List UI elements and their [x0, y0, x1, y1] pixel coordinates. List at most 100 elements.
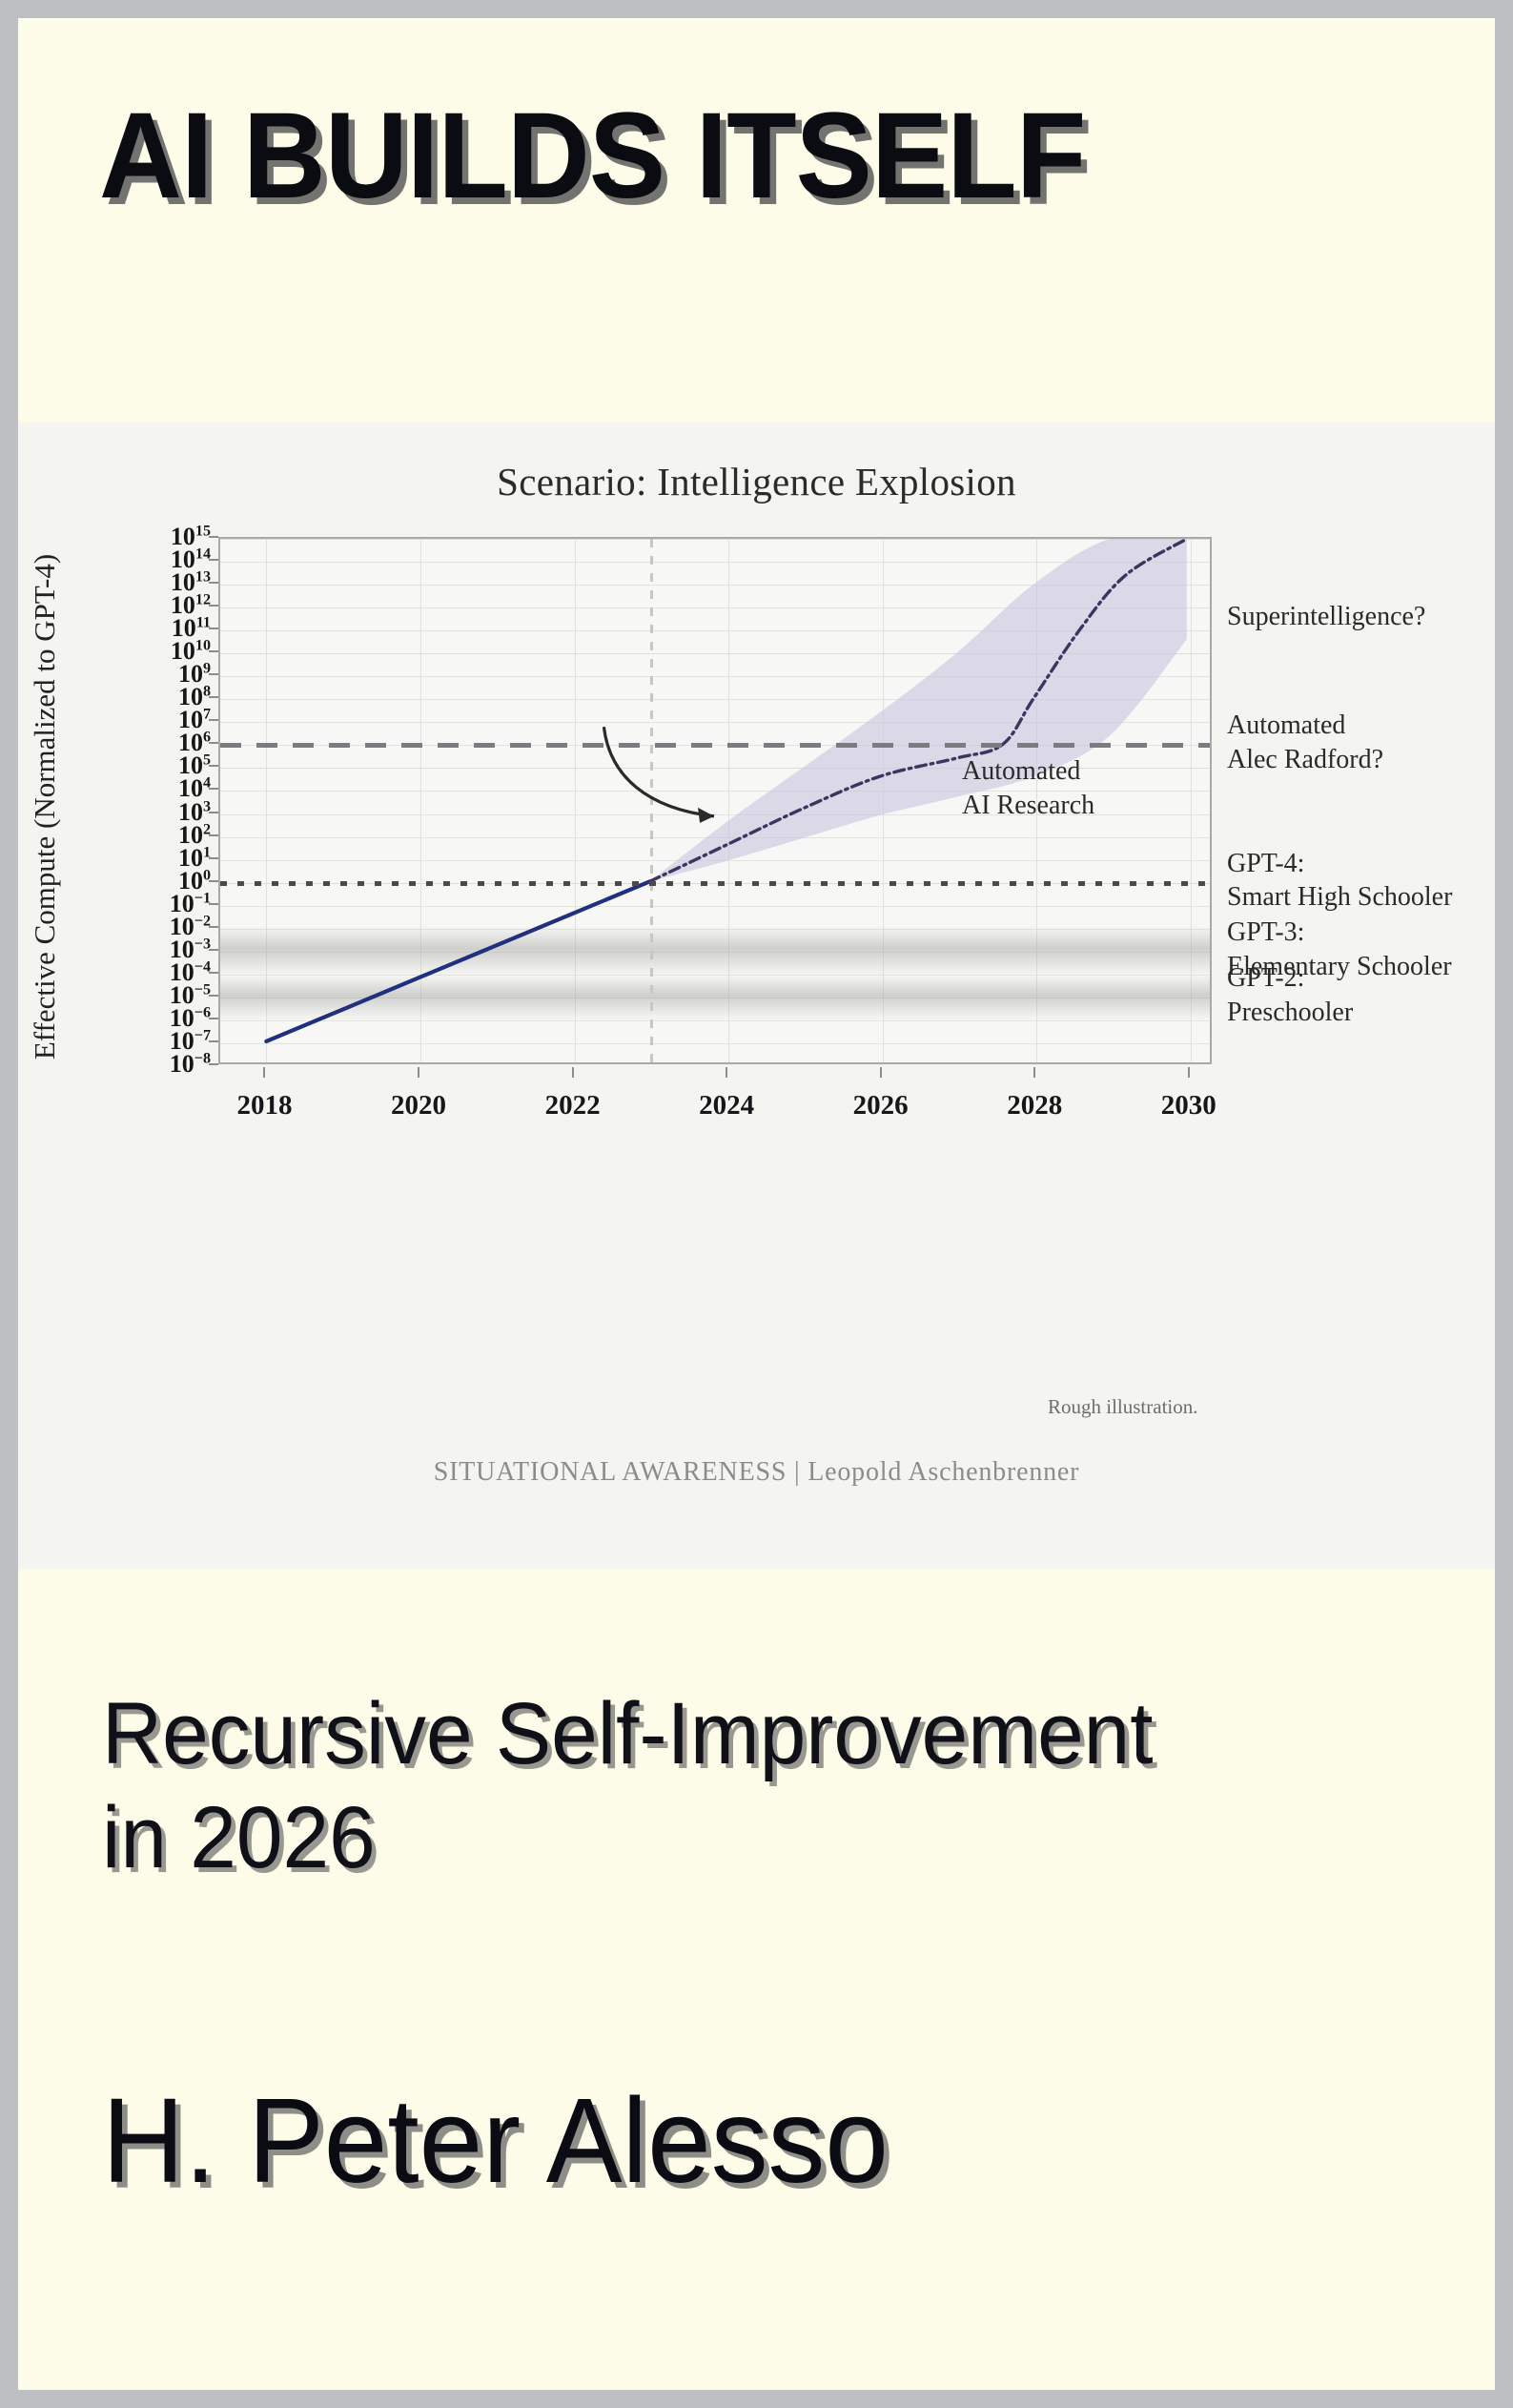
y-axis-tick-mark	[209, 559, 218, 562]
present-day-line	[650, 539, 654, 1062]
reference-line-automated-alec-radford	[220, 743, 1210, 749]
y-axis-tick-mark	[209, 994, 218, 997]
x-axis-tick-label: 2024	[699, 1090, 755, 1121]
chart-panel: Scenario: Intelligence Explosion Effecti…	[18, 422, 1495, 1569]
y-axis-tick-label: 10−2	[169, 912, 211, 940]
y-axis-tick-mark	[209, 1039, 218, 1042]
gridline-vertical	[1036, 539, 1038, 1062]
right-annotation-gpt-3: GPT-3: Elementary Schooler	[1227, 916, 1452, 984]
x-axis-tick-label: 2028	[1007, 1090, 1063, 1121]
annotation-automated-ai-research: Automated AI Research	[962, 754, 1094, 824]
x-axis-tick-mark	[263, 1067, 266, 1078]
annotation-arrow-svg	[602, 727, 715, 823]
gridline-horizontal	[220, 928, 1210, 930]
reference-line-gpt4	[220, 880, 1210, 886]
gridline-horizontal	[220, 974, 1210, 976]
y-axis-tick-label: 10−7	[169, 1026, 211, 1055]
y-axis-tick-mark	[209, 788, 218, 791]
y-axis-tick-mark	[209, 696, 218, 699]
y-axis-tick-mark	[209, 765, 218, 768]
plot-svg	[264, 539, 1189, 1044]
gridline-horizontal	[220, 585, 1210, 587]
gridline-horizontal	[220, 791, 1210, 792]
y-axis-tick-mark	[209, 856, 218, 859]
annotation-line-2: AI Research	[962, 791, 1095, 821]
y-axis-tick-label: 10−5	[169, 980, 211, 1009]
y-axis-tick-mark	[209, 811, 218, 813]
annotation-line-1: Automated	[1227, 710, 1346, 741]
gridline-horizontal	[220, 562, 1210, 564]
subtitle-line-2: in 2026	[102, 1788, 376, 1886]
right-annotation-gpt-4: GPT-4: Smart High Schooler	[1227, 847, 1452, 916]
y-axis-tick-mark	[209, 902, 218, 905]
x-axis-tick-label: 2018	[236, 1090, 293, 1121]
title-block: AI BUILDS ITSELF	[99, 92, 1457, 220]
y-axis-tick-mark	[209, 582, 218, 585]
x-axis-tick-mark	[571, 1067, 574, 1078]
y-axis-tick-label: 103	[177, 797, 211, 826]
y-axis-tick-label: 10−3	[169, 935, 211, 963]
gridline-vertical	[728, 539, 730, 1062]
x-axis-tick-marks	[218, 1067, 1212, 1079]
x-axis-tick-mark	[1033, 1067, 1036, 1078]
y-axis-tick-label: 1012	[170, 591, 211, 620]
x-axis-tick-mark	[1187, 1067, 1190, 1078]
gridline-horizontal	[220, 1042, 1210, 1044]
x-axis-tick-mark	[726, 1067, 728, 1078]
gridline-horizontal	[220, 1019, 1210, 1021]
y-axis-tick-labels: 1015 1014 1013 1012 1011 1010 109 108 107 106 105 1…	[18, 523, 211, 1078]
gridline-vertical	[266, 539, 268, 1062]
chart-title: Scenario: Intelligence Explosion	[497, 460, 1016, 504]
x-axis-tick-mark	[879, 1067, 882, 1078]
y-axis-tick-label: 1014	[170, 545, 211, 574]
y-axis-tick-mark	[209, 719, 218, 722]
plot-wrap: Automated AI Research	[218, 537, 1212, 1064]
capability-band	[220, 974, 1210, 1020]
cover-inner: AI BUILDS ITSELF Scenario: Intelligence …	[18, 18, 1495, 2390]
y-axis-tick-mark	[209, 879, 218, 882]
annotation-line-1: GPT-2:	[1227, 962, 1305, 993]
gridline-vertical	[574, 539, 576, 1062]
capability-band	[220, 926, 1210, 978]
y-axis-tick-label: 10−1	[169, 889, 211, 917]
gridline-horizontal	[220, 768, 1210, 770]
book-subtitle: Recursive Self-Improvement in 2026	[102, 1682, 1380, 1889]
x-axis-tick-label: 2022	[544, 1090, 601, 1121]
uncertainty-band	[649, 539, 1187, 882]
y-axis-tick-mark	[209, 1063, 218, 1065]
plot-area	[218, 537, 1212, 1064]
gridline-horizontal	[220, 653, 1210, 655]
y-axis-tick-label: 10−6	[169, 1003, 211, 1032]
x-axis-tick-label: 2026	[852, 1090, 909, 1121]
x-axis-tick-mark	[418, 1067, 419, 1078]
projection-line	[647, 539, 1189, 883]
gridline-vertical	[1190, 539, 1192, 1062]
gridline-horizontal	[220, 722, 1210, 724]
right-annotation-automated-alec-radford: Automated Alec Radford?	[1227, 709, 1383, 777]
annotation-line-1: Automated	[962, 756, 1081, 786]
y-axis-tick-label: 107	[177, 706, 211, 734]
annotation-line-1: GPT-3:	[1227, 916, 1305, 947]
y-axis-tick-mark	[209, 1017, 218, 1019]
y-axis-tick-label: 101	[177, 843, 211, 872]
y-axis-tick-mark	[209, 536, 218, 538]
rough-illustration-note: Rough illustration.	[1048, 1395, 1198, 1418]
y-axis-tick-label: 106	[177, 729, 211, 757]
y-axis-tick-label: 1011	[171, 614, 211, 643]
annotation-line-1: GPT-4:	[1227, 848, 1305, 878]
annotation-line-2: Alec Radford?	[1227, 745, 1384, 775]
y-axis-tick-label: 10−4	[169, 957, 211, 986]
gridline-horizontal	[220, 813, 1210, 815]
subtitle-line-1: Recursive Self-Improvement	[102, 1685, 1154, 1782]
historical-trend-line	[264, 879, 652, 1044]
gridline-horizontal	[220, 951, 1210, 953]
situational-awareness-footer: SITUATIONAL AWARENESS | Leopold Aschenbr…	[433, 1457, 1080, 1487]
y-axis-tick-mark	[209, 628, 218, 630]
y-axis-tick-label: 10−8	[169, 1050, 211, 1078]
gridline-vertical	[420, 539, 421, 1062]
right-annotation-gpt-2: GPT-2: Preschooler	[1227, 961, 1353, 1030]
y-axis-tick-label: 1010	[170, 637, 211, 666]
annotation-line-1: Superintelligence?	[1227, 602, 1426, 632]
y-axis-tick-mark	[209, 925, 218, 928]
